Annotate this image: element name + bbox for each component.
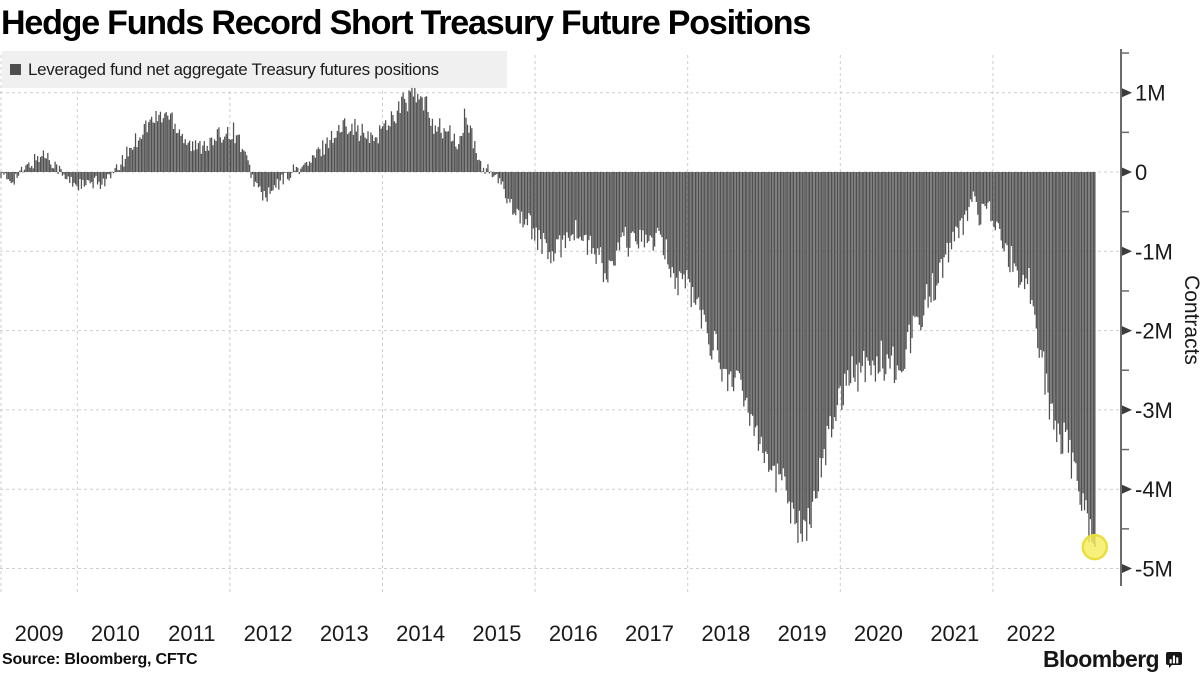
legend-swatch-icon [10,64,21,75]
x-tick-label: 2017 [625,621,674,646]
x-tick-label: 2021 [930,621,979,646]
y-tick-label: -1M [1135,239,1173,264]
source-attribution: Source: Bloomberg, CFTC [2,651,198,668]
y-tick-label: -4M [1135,477,1173,502]
x-tick-label: 2013 [320,621,369,646]
x-tick-label: 2012 [244,621,293,646]
y-tick-label: -2M [1135,319,1173,344]
chart-title: Hedge Funds Record Short Treasury Future… [1,4,811,42]
x-tick-label: 2010 [91,621,140,646]
y-axis-title: Contracts [1180,275,1200,365]
x-tick-label: 2019 [778,621,827,646]
x-tick-label: 2015 [472,621,521,646]
y-tick-label: -3M [1135,398,1173,423]
x-tick-label: 2011 [168,621,215,646]
bloomberg-chart-bubble-icon [1166,651,1182,668]
x-tick-label: 2020 [854,621,903,646]
x-tick-label: 2022 [1007,621,1056,646]
bar-series [0,86,1096,548]
right-axis [1120,49,1132,586]
bloomberg-wordmark: Bloomberg [1043,646,1160,672]
axis-labels: 1M 0 -1M -2M -3M -4M -5M Contracts 2009 2010 2011 2… [15,81,1200,646]
x-tick-label: 2016 [549,621,598,646]
y-tick-label: 1M [1135,81,1166,106]
y-tick-label: -5M [1135,557,1173,582]
legend: Leveraged fund net aggregate Treasury fu… [2,51,507,88]
x-tick-label: 2014 [396,621,445,646]
latest-point-marker [1081,533,1109,561]
x-tick-label: 2018 [701,621,750,646]
legend-label: Leveraged fund net aggregate Treasury fu… [28,59,439,79]
y-tick-label: 0 [1135,160,1147,185]
x-tick-label: 2009 [15,621,64,646]
bloomberg-logo: Bloomberg [1043,646,1183,673]
